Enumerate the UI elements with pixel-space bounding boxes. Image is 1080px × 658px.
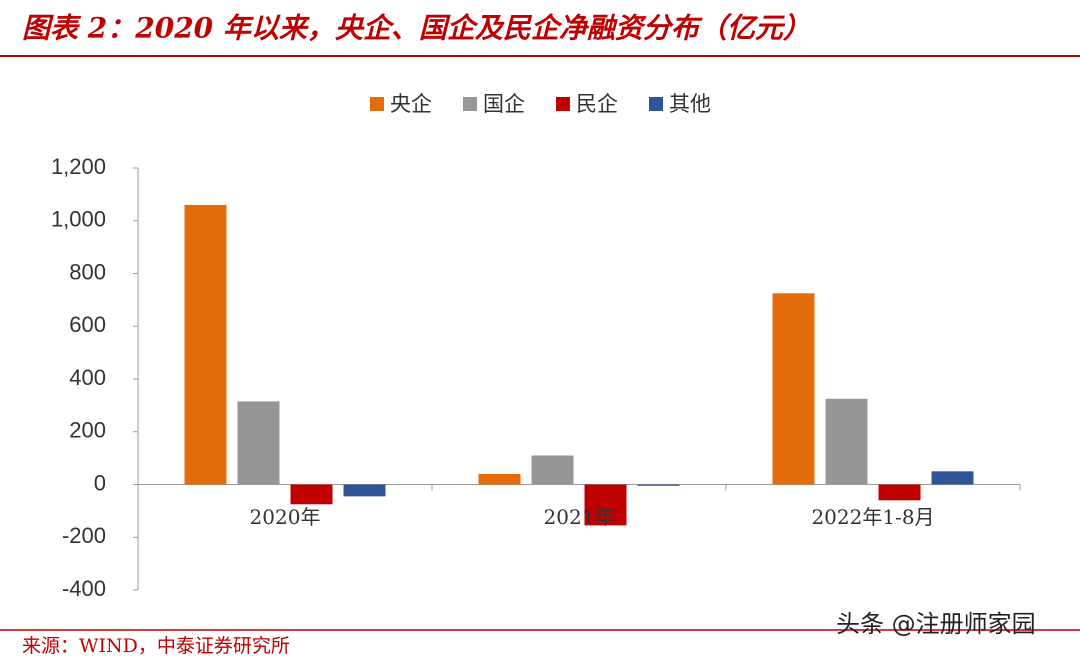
bar	[584, 484, 627, 526]
watermark: 头条 @注册师家园	[836, 610, 1036, 638]
y-tick-label: 200	[69, 418, 106, 443]
y-tick-label: 1,200	[51, 154, 106, 179]
bar	[637, 484, 680, 486]
x-tick-label: 2021年	[544, 505, 615, 529]
legend-label: 其他	[669, 92, 711, 116]
bar	[237, 401, 280, 485]
legend-swatch	[649, 97, 663, 111]
y-tick-label: -400	[62, 576, 106, 601]
y-tick-label: 800	[69, 259, 106, 284]
legend-swatch	[370, 97, 384, 111]
x-tick-label: 2020年	[250, 505, 321, 529]
y-tick-label: 400	[69, 365, 106, 390]
legend-label: 民企	[576, 92, 618, 116]
bar	[878, 484, 921, 501]
y-tick-label: 600	[69, 312, 106, 337]
bar	[931, 471, 974, 485]
legend-swatch	[463, 97, 477, 111]
y-tick-label: -200	[62, 523, 106, 548]
bar	[478, 473, 521, 485]
bar	[184, 204, 227, 485]
legend-label: 央企	[390, 92, 432, 116]
legend-swatch	[556, 97, 570, 111]
bar	[531, 455, 574, 485]
bar	[772, 293, 815, 485]
source: 来源：WIND，中泰证券研究所	[22, 635, 290, 657]
y-tick-label: 1,000	[51, 207, 106, 232]
x-tick-label: 2022年1-8月	[811, 505, 934, 529]
y-tick-label: 0	[94, 470, 106, 495]
chart-title: 图表 2：2020 年以来，央企、国企及民企净融资分布（亿元）	[22, 12, 811, 45]
bar	[825, 398, 868, 485]
bar	[290, 484, 333, 505]
legend-label: 国企	[483, 92, 525, 116]
bar	[343, 484, 386, 497]
